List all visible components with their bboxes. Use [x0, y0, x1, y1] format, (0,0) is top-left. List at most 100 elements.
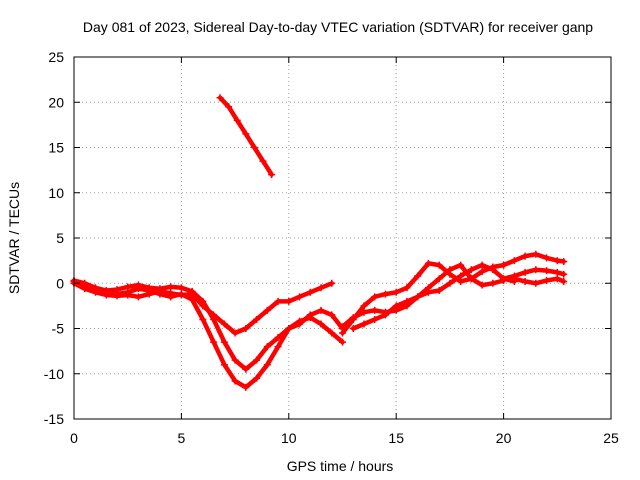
data-point — [285, 325, 293, 332]
data-point — [349, 325, 357, 332]
data-point — [532, 250, 540, 258]
data-point — [446, 266, 454, 274]
data-point — [102, 291, 110, 299]
axis-ticks: 0 5 10 15 20 25 -15 -10 -5 0 5 10 15 20 25 — [44, 49, 619, 446]
data-point — [317, 284, 325, 292]
data-point — [339, 323, 346, 331]
y-tick-label: 15 — [48, 140, 64, 156]
series-track-end — [500, 250, 568, 269]
data-point — [339, 338, 346, 346]
data-point — [543, 277, 551, 285]
data-point — [253, 356, 261, 364]
series-track-late-a — [339, 259, 508, 337]
data-point — [339, 329, 346, 337]
data-point — [220, 361, 228, 369]
data-point — [521, 268, 529, 276]
data-point — [403, 297, 411, 305]
grid — [74, 57, 611, 419]
data-point — [521, 252, 529, 260]
data-point — [210, 311, 218, 319]
data-point — [414, 293, 422, 301]
data-point — [560, 270, 568, 278]
series-track-upper — [216, 94, 276, 179]
series-track-main-c — [70, 279, 336, 337]
data-point — [500, 261, 508, 269]
data-point — [263, 343, 271, 351]
data-point — [268, 171, 276, 179]
data-point — [532, 279, 540, 287]
data-point — [560, 258, 568, 266]
data-point — [360, 308, 368, 316]
data-point — [259, 157, 267, 165]
data-point — [553, 268, 561, 276]
data-point — [371, 306, 379, 314]
y-tick-label: 5 — [56, 230, 64, 246]
y-tick-label: 20 — [48, 94, 64, 110]
data-point — [177, 291, 185, 299]
data-point — [91, 288, 99, 296]
data-point — [360, 320, 368, 328]
data-point — [435, 275, 443, 283]
data-point — [560, 277, 568, 285]
x-axis-label: GPS time / hours — [287, 458, 394, 474]
data-point — [167, 289, 175, 297]
data-point — [510, 257, 518, 265]
data-point — [250, 144, 258, 151]
y-tick-label: 0 — [56, 275, 64, 291]
x-tick-label: 5 — [178, 430, 186, 446]
data-point — [274, 343, 282, 351]
data-point — [199, 302, 207, 310]
data-point — [306, 288, 314, 296]
chart-title: Day 081 of 2023, Sidereal Day-to-day VTE… — [83, 19, 593, 35]
data-point — [199, 315, 207, 323]
data-point — [156, 287, 164, 295]
data-point — [306, 314, 314, 322]
data-point — [381, 311, 389, 319]
data-point — [435, 286, 443, 294]
data-point — [263, 361, 271, 369]
data-point — [521, 277, 529, 285]
y-tick-label: -5 — [52, 321, 65, 337]
data-point — [414, 272, 422, 280]
x-tick-label: 15 — [388, 430, 404, 446]
data-point — [553, 275, 561, 283]
data-point — [424, 259, 432, 267]
data-point — [134, 285, 142, 293]
data-point — [457, 272, 465, 280]
data-point — [500, 275, 508, 283]
data-point — [296, 293, 304, 301]
x-tick-label: 20 — [496, 430, 512, 446]
y-tick-label: 10 — [48, 185, 64, 201]
data-point — [371, 293, 379, 301]
data-point — [285, 297, 293, 305]
y-tick-label: -15 — [44, 411, 64, 427]
y-tick-label: 25 — [48, 49, 64, 65]
data-point — [225, 103, 233, 111]
series-line — [501, 252, 566, 268]
data-point — [253, 315, 261, 323]
data-point — [381, 290, 389, 298]
data-point — [543, 267, 551, 275]
data-point — [360, 302, 368, 310]
data-point — [467, 266, 475, 274]
data-point — [220, 320, 228, 328]
data-point — [371, 315, 379, 323]
data-point — [274, 334, 282, 342]
data-point — [317, 320, 325, 328]
x-tick-label: 0 — [70, 430, 78, 446]
data-point — [392, 288, 400, 296]
data-point — [489, 266, 497, 274]
series-layer — [70, 94, 568, 391]
data-point — [124, 291, 132, 299]
x-tick-label: 25 — [603, 430, 619, 446]
data-point — [167, 283, 175, 291]
data-point — [220, 338, 228, 346]
data-point — [317, 306, 325, 314]
data-point — [424, 288, 432, 296]
data-point — [349, 314, 357, 322]
data-point — [446, 279, 454, 287]
data-point — [134, 293, 142, 301]
data-point — [435, 261, 443, 269]
data-point — [510, 275, 518, 283]
